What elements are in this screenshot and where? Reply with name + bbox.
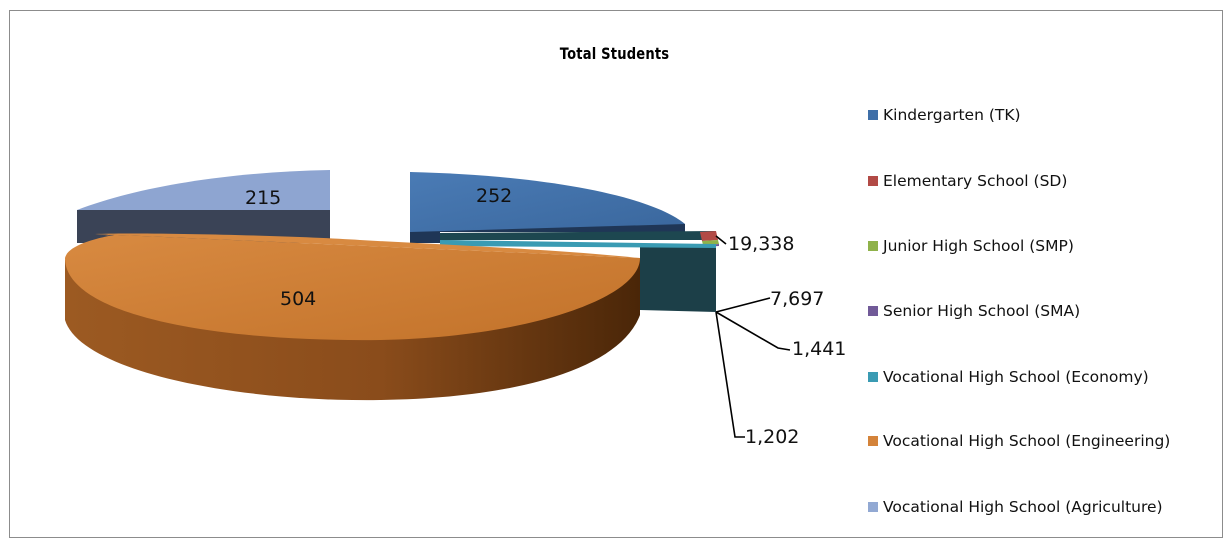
legend-label: Vocational High School (Economy) bbox=[883, 368, 1149, 386]
leader-junior-high bbox=[715, 297, 771, 313]
label-agriculture: 215 bbox=[245, 187, 281, 209]
slice-agriculture[interactable] bbox=[77, 170, 330, 243]
legend-swatch bbox=[868, 176, 878, 186]
slice-agriculture-top bbox=[77, 170, 330, 210]
legend-item-engineering: Vocational High School (Engineering) bbox=[868, 430, 1170, 452]
label-kindergarten: 252 bbox=[476, 185, 512, 207]
legend-item-elementary: Elementary School (SD) bbox=[868, 170, 1067, 192]
leader-senior-high bbox=[715, 311, 791, 351]
slice-engineering[interactable] bbox=[65, 233, 640, 401]
legend-label: Junior High School (SMP) bbox=[883, 237, 1074, 255]
legend-item-junior-high: Junior High School (SMP) bbox=[868, 235, 1074, 257]
label-senior-high: 1,441 bbox=[792, 338, 846, 360]
slice-elementary[interactable] bbox=[440, 231, 718, 241]
slice-junior-high[interactable] bbox=[702, 240, 719, 245]
legend-swatch bbox=[868, 241, 878, 251]
leader-lines bbox=[715, 235, 791, 438]
legend-label: Vocational High School (Engineering) bbox=[883, 432, 1171, 450]
chart-title: Total Students bbox=[559, 44, 670, 63]
slice-engineering-top bbox=[65, 234, 640, 341]
legend-swatch bbox=[868, 110, 878, 120]
leader-elementary bbox=[715, 235, 727, 245]
legend-item-senior-high: Senior High School (SMA) bbox=[868, 300, 1080, 322]
legend-swatch bbox=[868, 306, 878, 316]
legend-label: Senior High School (SMA) bbox=[883, 302, 1081, 320]
legend-label: Elementary School (SD) bbox=[883, 172, 1068, 190]
legend-item-economy: Vocational High School (Economy) bbox=[868, 366, 1149, 388]
legend-swatch bbox=[868, 372, 878, 382]
legend-label: Vocational High School (Agriculture) bbox=[883, 498, 1163, 516]
legend-label: Kindergarten (TK) bbox=[883, 106, 1021, 124]
slice-kindergarten[interactable] bbox=[410, 172, 685, 243]
label-economy: 1,202 bbox=[745, 426, 799, 448]
label-junior-high: 7,697 bbox=[770, 288, 824, 310]
slice-kindergarten-top bbox=[410, 172, 685, 232]
label-engineering: 504 bbox=[280, 288, 316, 310]
label-elementary: 19,338 bbox=[728, 233, 794, 255]
slice-economy-side bbox=[440, 240, 716, 312]
legend-item-agriculture: Vocational High School (Agriculture) bbox=[868, 496, 1163, 518]
legend-item-kindergarten: Kindergarten (TK) bbox=[868, 104, 1021, 126]
leader-economy bbox=[715, 311, 745, 438]
legend-swatch bbox=[868, 436, 878, 446]
legend-swatch bbox=[868, 502, 878, 512]
slice-economy[interactable] bbox=[440, 240, 716, 312]
